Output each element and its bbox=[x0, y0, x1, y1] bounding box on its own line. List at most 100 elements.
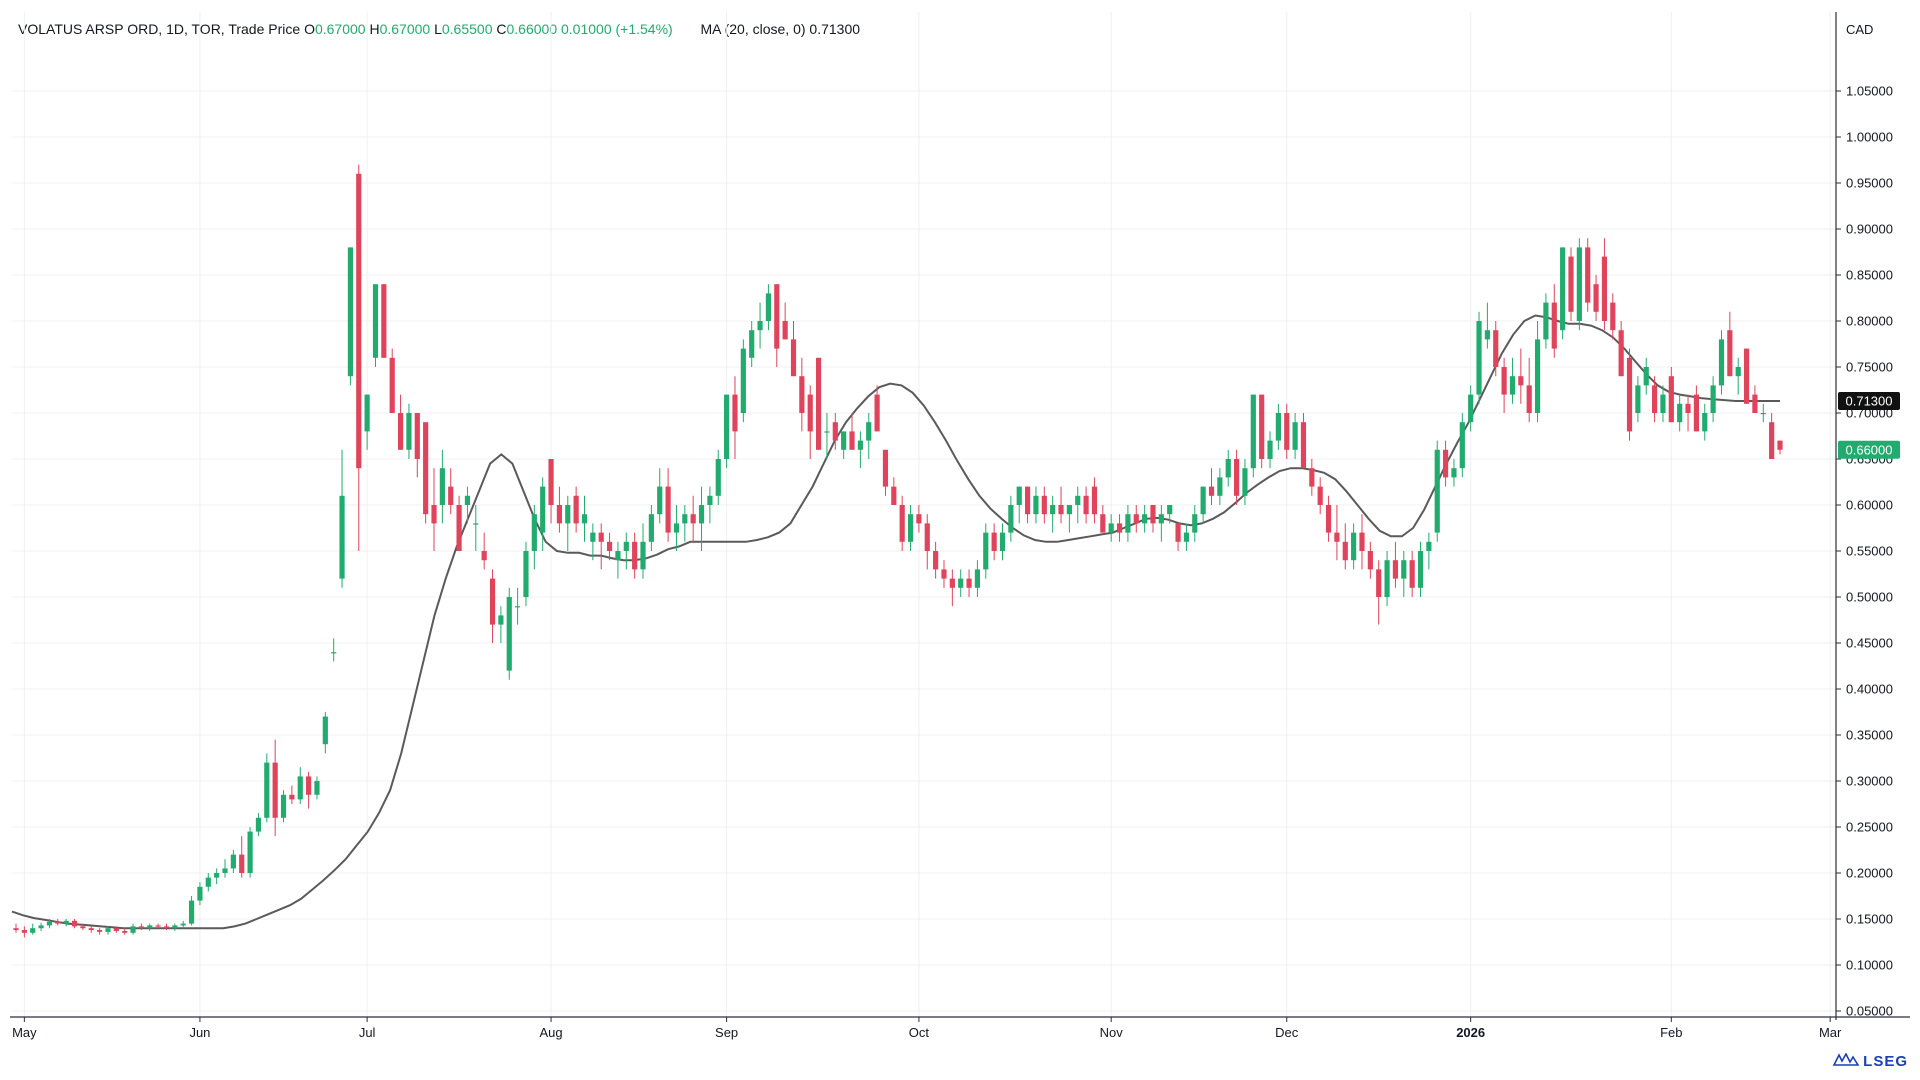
candle-body bbox=[531, 514, 537, 551]
candle-body bbox=[1342, 541, 1348, 561]
x-tick-label: Mar bbox=[1819, 1025, 1842, 1040]
candle bbox=[297, 767, 303, 804]
candle bbox=[255, 813, 262, 837]
ma-badge-label: 0.71300 bbox=[1846, 394, 1893, 409]
candle-body bbox=[841, 431, 847, 450]
last-price-badge-box bbox=[1838, 440, 1900, 459]
candle-body bbox=[297, 776, 303, 800]
candle-body bbox=[1626, 357, 1633, 432]
candle-body bbox=[1175, 523, 1181, 542]
candle bbox=[991, 523, 997, 561]
candle bbox=[665, 468, 671, 542]
candle bbox=[841, 431, 847, 459]
candle bbox=[924, 514, 930, 570]
candle-body bbox=[113, 928, 119, 931]
candle bbox=[356, 164, 362, 551]
candle bbox=[1752, 385, 1758, 413]
y-tick-label: 1.00000 bbox=[1846, 130, 1893, 145]
candle bbox=[1668, 367, 1674, 423]
candle bbox=[523, 541, 529, 607]
candle-body bbox=[523, 551, 529, 597]
candle bbox=[1183, 523, 1190, 551]
candle bbox=[556, 486, 563, 533]
candle-body bbox=[1275, 413, 1281, 441]
candle-body bbox=[30, 928, 36, 933]
candle-body bbox=[1392, 560, 1399, 579]
candle bbox=[1434, 440, 1440, 542]
candle bbox=[423, 422, 429, 524]
candle bbox=[1175, 523, 1181, 551]
x-tick-label: Oct bbox=[909, 1025, 930, 1040]
candle-body bbox=[782, 321, 788, 340]
candle bbox=[1233, 449, 1240, 505]
candle-body bbox=[941, 569, 947, 579]
candle bbox=[1242, 459, 1248, 505]
candle-body bbox=[657, 486, 663, 515]
candle-body bbox=[1560, 247, 1566, 331]
candle bbox=[999, 523, 1006, 561]
candle-body bbox=[339, 495, 345, 579]
candle-body bbox=[590, 532, 596, 542]
ma-line bbox=[11, 314, 1780, 930]
candle bbox=[506, 587, 512, 680]
candle-body bbox=[715, 459, 721, 496]
candle-body bbox=[1493, 330, 1499, 367]
candle-body bbox=[1150, 505, 1156, 524]
open-value: 0.67000 bbox=[314, 21, 366, 37]
candle bbox=[247, 827, 253, 878]
candle bbox=[548, 459, 554, 524]
candle bbox=[1576, 238, 1582, 331]
candle-body bbox=[481, 551, 487, 561]
candle bbox=[21, 926, 27, 938]
candle-body bbox=[556, 505, 563, 524]
candle bbox=[1334, 505, 1340, 561]
candle bbox=[1409, 551, 1415, 597]
candle-body bbox=[1409, 560, 1415, 588]
candle-body bbox=[498, 615, 504, 625]
price-axis[interactable]: 1.05000 1.00000 0.95000 0.90000 0.85000 0.800… bbox=[1836, 84, 1893, 1019]
candle-body bbox=[1133, 514, 1139, 524]
candle bbox=[1643, 357, 1649, 395]
candle bbox=[130, 923, 136, 935]
candle bbox=[1142, 505, 1148, 533]
last-price-badge-label: 0.66000 bbox=[1846, 442, 1893, 457]
candle-body bbox=[1284, 413, 1290, 450]
ma-value: 0.71300 bbox=[809, 21, 861, 37]
y-tick-label: 0.90000 bbox=[1846, 222, 1893, 237]
candle bbox=[1610, 293, 1616, 340]
candle-body bbox=[632, 541, 638, 570]
candle bbox=[1008, 495, 1014, 542]
x-tick-label: 2026 bbox=[1456, 1025, 1485, 1040]
candle bbox=[1351, 523, 1357, 570]
candle bbox=[632, 532, 638, 579]
candle bbox=[188, 896, 195, 926]
candle bbox=[849, 413, 855, 450]
candle bbox=[1459, 413, 1465, 478]
y-tick-label: 0.85000 bbox=[1846, 268, 1893, 283]
candle bbox=[581, 495, 588, 542]
candle bbox=[874, 385, 880, 432]
candle bbox=[306, 771, 312, 809]
candle-body bbox=[907, 514, 914, 542]
candle-body bbox=[1183, 532, 1190, 542]
candle-body bbox=[247, 831, 253, 873]
candle-body bbox=[88, 928, 94, 931]
candle-body bbox=[598, 532, 604, 542]
candle bbox=[1376, 560, 1382, 625]
candle-body bbox=[172, 925, 178, 929]
candle-body bbox=[1743, 348, 1750, 404]
candle bbox=[866, 413, 872, 459]
candle bbox=[97, 928, 103, 935]
candle-body bbox=[1041, 495, 1047, 515]
candle bbox=[1250, 394, 1256, 478]
candle bbox=[807, 385, 813, 459]
candle bbox=[205, 873, 211, 892]
candle-body bbox=[983, 532, 989, 570]
candle bbox=[489, 569, 496, 643]
candle-body bbox=[1718, 339, 1725, 386]
time-axis[interactable]: MayJunJulAugSepOctNovDec2026FebMarAprMay bbox=[12, 1017, 1920, 1040]
candle-body bbox=[540, 486, 546, 533]
candle-body bbox=[891, 486, 897, 505]
candle-body bbox=[1417, 551, 1424, 588]
